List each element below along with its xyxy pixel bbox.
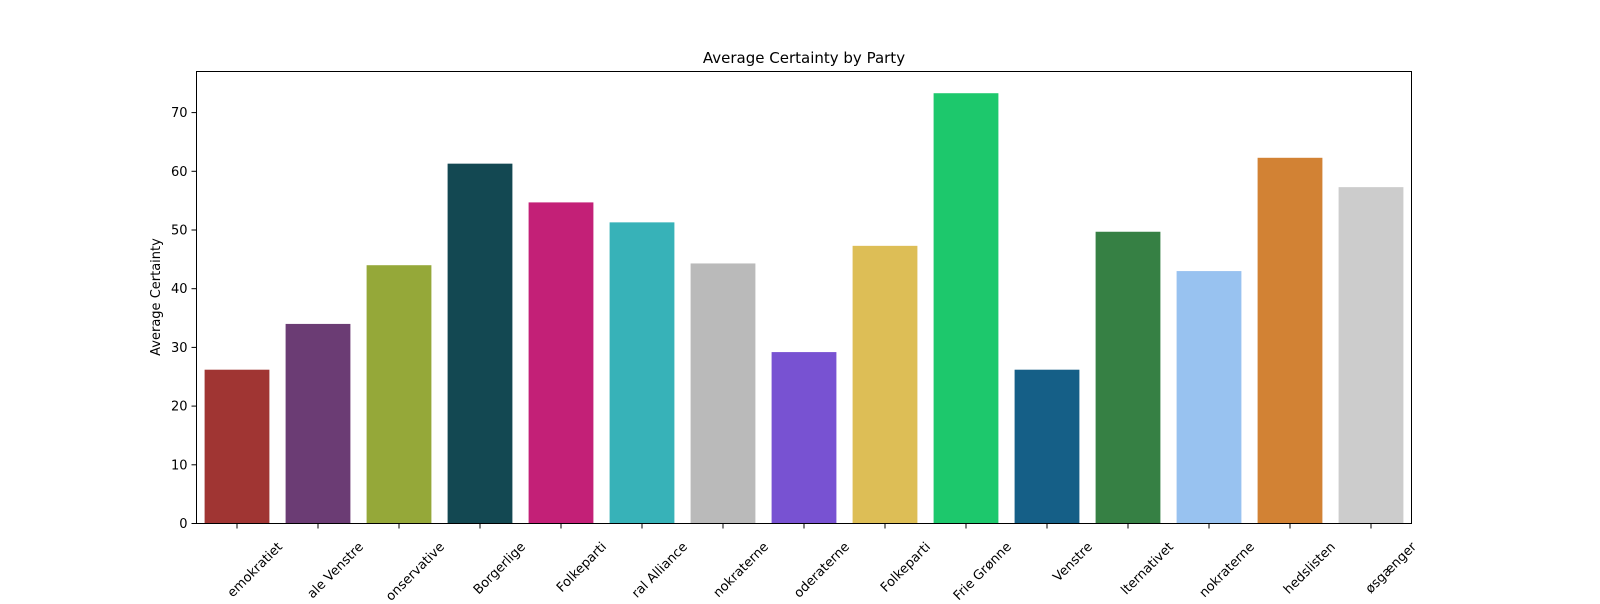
- x-tick-label: ale Venstre: [305, 540, 367, 600]
- x-tick-label: nokraterne: [1197, 540, 1258, 600]
- bar: [1014, 369, 1080, 524]
- bar: [771, 352, 837, 524]
- x-tick-label: hedslisten: [1281, 540, 1339, 598]
- x-tick-label: Venstre: [1051, 540, 1096, 585]
- bar: [1095, 231, 1161, 524]
- x-tick-label: onservative: [383, 540, 448, 600]
- bar: [933, 93, 999, 524]
- y-axis-title: Average Certainty: [149, 238, 164, 356]
- y-tick-label: 30: [171, 341, 188, 356]
- bar: [609, 222, 675, 524]
- x-tick-label: Borgerlige: [471, 540, 529, 598]
- x-tick-label: lternativet: [1118, 540, 1176, 598]
- x-tick-label: oderaterne: [791, 540, 852, 600]
- y-tick-label: 10: [171, 458, 188, 473]
- x-tick-label: nokraterne: [711, 540, 772, 600]
- bar: [285, 323, 351, 524]
- x-tick-label: Frie Grønne: [951, 540, 1015, 600]
- x-axis: emokratiet ale Venstre onservative Borgerli…: [225, 523, 1420, 604]
- y-tick-label: 60: [171, 165, 188, 180]
- y-tick-label: 70: [171, 106, 188, 121]
- bars-group: [204, 93, 1404, 524]
- x-tick-label: Folkeparti: [554, 540, 610, 596]
- x-tick-label: Folkeparti: [878, 540, 934, 596]
- y-tick-label: 50: [171, 223, 188, 238]
- y-tick-label: 20: [171, 400, 188, 415]
- bar: [1176, 271, 1242, 524]
- bar: [366, 265, 432, 524]
- x-tick-label: emokratiet: [225, 540, 286, 600]
- bar: [204, 369, 270, 524]
- y-tick-label: 0: [179, 517, 187, 532]
- bar: [690, 263, 756, 524]
- y-tick-label: 40: [171, 282, 188, 297]
- plot-frame: [196, 71, 1412, 524]
- y-axis: 0 10 20 30 40 50 60 70: [171, 106, 197, 532]
- bar: [528, 202, 594, 524]
- bar: [852, 245, 918, 524]
- bar: [1338, 187, 1404, 524]
- bar: [1257, 157, 1323, 524]
- x-tick-label: øsgænger: [1363, 539, 1420, 596]
- bar: [447, 163, 513, 524]
- x-tick-label: ral Alliance: [629, 540, 691, 600]
- chart-title: Average Certainty by Party: [703, 49, 905, 67]
